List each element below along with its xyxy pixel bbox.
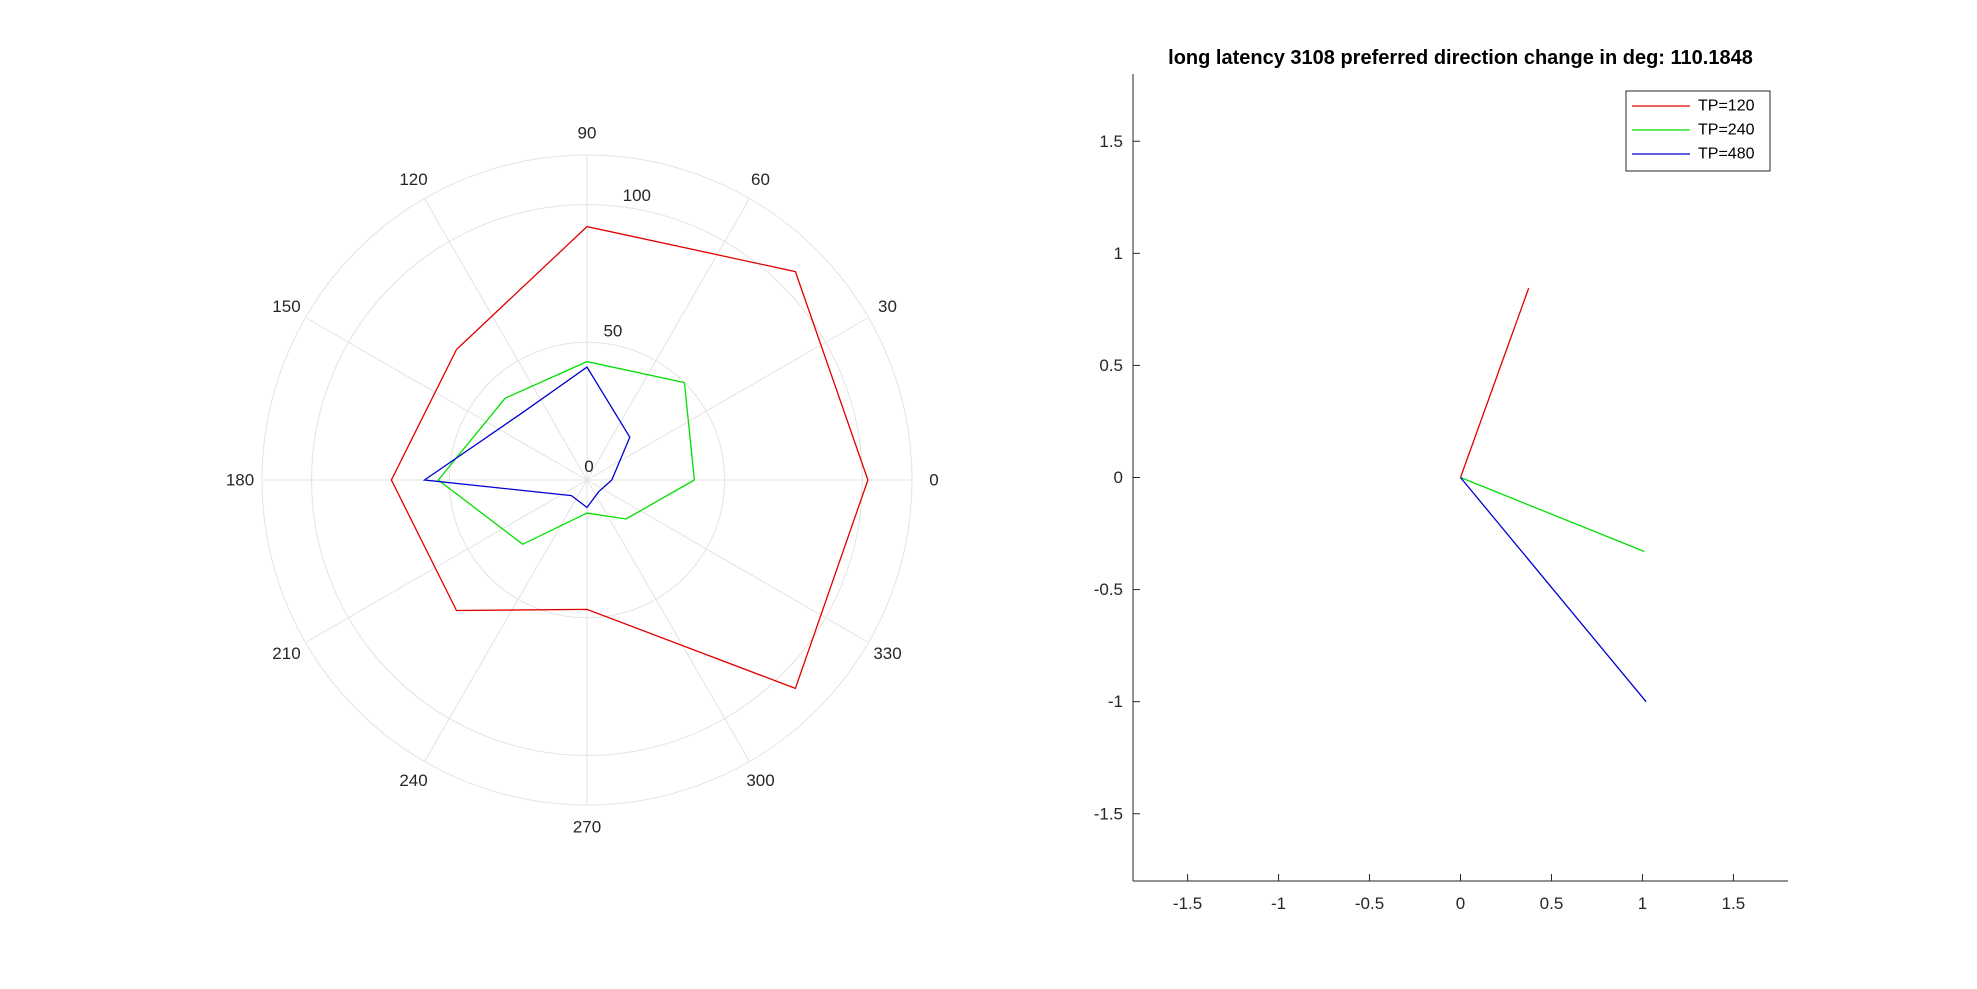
legend-box — [1625, 90, 1771, 172]
y-tick-label: -1 — [1108, 692, 1123, 711]
polar-theta-tick-label: 180 — [226, 471, 254, 490]
y-tick-label: 1 — [1114, 244, 1123, 263]
polar-r-tick-label: 50 — [603, 321, 622, 340]
y-tick-label: 0.5 — [1099, 356, 1123, 375]
polar-r-tick-label: 100 — [623, 186, 651, 205]
x-tick-label: 1.5 — [1722, 894, 1746, 913]
polar-series-line — [390, 225, 869, 690]
x-tick-label: -1 — [1271, 894, 1286, 913]
polar-theta-grid-line — [586, 317, 869, 481]
polar-series-line — [422, 366, 631, 509]
y-tick-label: 0 — [1114, 468, 1123, 487]
series-line — [1459, 287, 1530, 478]
chart-title: long latency 3108 preferred direction ch… — [1168, 47, 1753, 69]
polar-theta-grid-line — [424, 198, 588, 481]
line-chart: long latency 3108 preferred direction ch… — [1094, 47, 1788, 913]
legend-label: TP=120 — [1698, 98, 1755, 115]
polar-theta-tick-label: 150 — [272, 297, 300, 316]
x-tick-label: 0 — [1456, 894, 1465, 913]
polar-theta-grid-line — [586, 479, 869, 643]
polar-chart: 0 30 60 90 120 150 180 210 240 270 300 330 0 50 100 — [226, 124, 939, 837]
polar-theta-tick-label: 0 — [929, 471, 938, 490]
polar-theta-grid-line — [424, 479, 588, 762]
polar-theta-tick-label: 60 — [751, 170, 770, 189]
x-tick-label: -1.5 — [1173, 894, 1202, 913]
polar-theta-grid-line — [586, 479, 750, 762]
x-tick-label: -0.5 — [1355, 894, 1384, 913]
polar-series-line — [437, 360, 696, 546]
polar-theta-tick-label: 300 — [746, 771, 774, 790]
polar-theta-tick-label: 270 — [573, 818, 601, 837]
legend: TP=120 TP=240 TP=480 — [1625, 90, 1771, 172]
polar-theta-tick-label: 90 — [578, 124, 597, 143]
polar-r-tick-label: 0 — [584, 457, 593, 476]
polar-theta-tick-label: 210 — [272, 644, 300, 663]
y-tick-label: -1.5 — [1094, 804, 1123, 823]
legend-label: TP=240 — [1698, 122, 1755, 139]
y-tick-label: 1.5 — [1099, 132, 1123, 151]
x-tick-label: 0.5 — [1540, 894, 1564, 913]
series-line — [1459, 477, 1647, 703]
polar-theta-tick-label: 240 — [399, 771, 427, 790]
polar-theta-grid-line — [305, 479, 588, 643]
series-line — [1460, 476, 1645, 553]
y-tick-label: -0.5 — [1094, 580, 1123, 599]
polar-theta-tick-label: 120 — [399, 170, 427, 189]
polar-theta-grid-line — [305, 317, 588, 481]
polar-theta-grid-line — [586, 198, 750, 481]
legend-label: TP=480 — [1698, 146, 1755, 163]
x-tick-label: 1 — [1638, 894, 1647, 913]
polar-theta-tick-label: 330 — [873, 644, 901, 663]
polar-theta-tick-label: 30 — [878, 297, 897, 316]
